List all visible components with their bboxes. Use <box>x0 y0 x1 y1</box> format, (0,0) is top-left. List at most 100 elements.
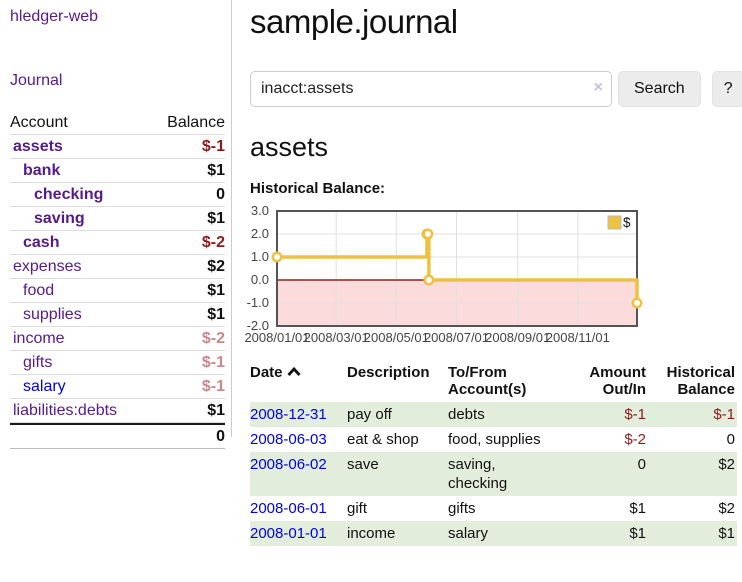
account-balance: $-1 <box>201 138 225 155</box>
account-balance: 0 <box>216 186 225 203</box>
account-heading: assets <box>250 132 329 162</box>
transaction-description: pay off <box>347 406 392 423</box>
transaction-amount: $1 <box>629 500 646 517</box>
main-content: sample.journal × Search ? assets Histori… <box>244 0 742 546</box>
transaction-row: 2008-06-03 eat & shop food, supplies $-2 0 <box>250 427 737 452</box>
transaction-row: 2008-01-01 income salary $1 $1 <box>250 521 737 546</box>
account-balance: $-1 <box>201 354 225 371</box>
account-balance: $2 <box>207 258 225 275</box>
svg-text:2008/01/01: 2008/01/01 <box>244 330 309 345</box>
transaction-balance: $2 <box>718 500 735 517</box>
search-input[interactable] <box>250 71 612 107</box>
column-header-balance: Historical Balance <box>666 364 735 398</box>
account-link[interactable]: income <box>13 330 65 347</box>
account-balance: $1 <box>207 306 225 323</box>
register-table: Date Description To/From Account(s) Amou… <box>250 362 737 546</box>
svg-text:$: $ <box>623 215 631 230</box>
account-link[interactable]: bank <box>23 162 61 179</box>
account-balance: $-1 <box>201 378 225 395</box>
accounts-header-balance: Balance <box>167 114 225 131</box>
account-balance: $1 <box>207 402 225 419</box>
column-header-accounts: To/From Account(s) <box>448 364 527 398</box>
transaction-balance: $-1 <box>713 406 735 423</box>
transaction-date-link[interactable]: 2008-06-01 <box>250 500 327 517</box>
account-balance: $-2 <box>201 234 225 251</box>
transaction-description: income <box>347 525 396 542</box>
account-link[interactable]: liabilities:debts <box>13 402 118 419</box>
svg-text:2.0: 2.0 <box>251 226 269 241</box>
transaction-date-link[interactable]: 2008-06-02 <box>250 456 327 473</box>
transaction-description: save <box>347 456 379 473</box>
chart-title: Historical Balance: <box>250 180 386 197</box>
svg-text:-1.0: -1.0 <box>247 295 269 310</box>
transaction-amount: $-2 <box>624 431 646 448</box>
account-row: gifts $-1 <box>10 351 225 375</box>
balance-chart: 3.0 2.0 1.0 0.0 -1.0 -2.0 2008/01/01 2008/03/01… <box>240 204 742 346</box>
svg-text:2008/11/01: 2008/11/01 <box>546 330 610 345</box>
sort-ascending-icon <box>286 364 301 381</box>
account-row: cash $-2 <box>10 231 225 255</box>
transaction-row: 2008-06-02 save saving, checking 0 $2 <box>250 452 737 496</box>
account-link[interactable]: cash <box>23 234 60 251</box>
transaction-accounts: gifts <box>448 500 476 517</box>
account-link[interactable]: expenses <box>13 258 82 275</box>
account-row: saving $1 <box>10 207 225 231</box>
account-row: food $1 <box>10 279 225 303</box>
column-header-description: Description <box>347 364 430 381</box>
transaction-balance: 0 <box>726 431 735 448</box>
svg-text:-2.0: -2.0 <box>247 318 269 333</box>
account-row: liabilities:debts $1 <box>10 399 225 423</box>
transaction-accounts: debts <box>448 406 485 423</box>
transaction-description: gift <box>347 500 368 517</box>
help-button[interactable]: ? <box>711 71 742 107</box>
transaction-date-link[interactable]: 2008-06-03 <box>250 431 327 448</box>
accounts-header-account: Account <box>10 114 68 131</box>
account-balance: $1 <box>207 210 225 227</box>
transaction-amount: $1 <box>629 525 646 542</box>
svg-text:2008/03/01: 2008/03/01 <box>304 330 369 345</box>
transaction-amount: $-1 <box>624 406 646 423</box>
account-row: expenses $2 <box>10 255 225 279</box>
page-title: sample.journal <box>250 3 458 40</box>
account-link[interactable]: checking <box>34 186 104 203</box>
brand-link[interactable]: hledger-web <box>10 8 99 25</box>
transaction-balance: $2 <box>718 456 735 473</box>
transaction-description: eat & shop <box>347 431 419 448</box>
register-header-row: Date Description To/From Account(s) Amou… <box>250 362 737 402</box>
svg-text:2008/05/01: 2008/05/01 <box>364 330 429 345</box>
account-link[interactable]: food <box>23 282 55 299</box>
svg-text:1.0: 1.0 <box>251 249 269 264</box>
account-link[interactable]: saving <box>34 210 85 227</box>
svg-text:2008/07/01: 2008/07/01 <box>424 330 489 345</box>
sidebar-item-journal[interactable]: Journal <box>10 72 63 89</box>
transaction-date-link[interactable]: 2008-12-31 <box>250 406 327 423</box>
transaction-row: 2008-06-01 gift gifts $1 $2 <box>250 496 737 521</box>
account-link[interactable]: gifts <box>23 354 53 371</box>
account-row: supplies $1 <box>10 303 225 327</box>
transaction-amount: 0 <box>637 456 646 473</box>
account-link[interactable]: supplies <box>23 306 82 323</box>
account-row: bank $1 <box>10 159 225 183</box>
column-header-amount: Amount Out/In <box>589 364 646 398</box>
account-balance: $-2 <box>201 330 225 347</box>
account-row: assets $-1 <box>10 135 225 159</box>
sidebar: hledger-web Journal Account Balance asse… <box>0 0 232 449</box>
search-button[interactable]: Search <box>618 71 701 107</box>
search-form: × Search ? <box>250 71 742 107</box>
account-row: salary $-1 <box>10 375 225 399</box>
account-row: checking 0 <box>10 183 225 207</box>
transaction-accounts: salary <box>448 525 489 542</box>
column-header-date[interactable]: Date <box>250 362 347 402</box>
transaction-balance: $1 <box>718 525 735 542</box>
transaction-date-link[interactable]: 2008-01-01 <box>250 525 327 542</box>
account-link[interactable]: salary <box>23 378 66 395</box>
transaction-accounts: food, supplies <box>448 431 541 448</box>
svg-text:3.0: 3.0 <box>251 204 269 218</box>
accounts-total-row: 0 <box>10 423 225 449</box>
account-row: income $-2 <box>10 327 225 351</box>
accounts-total-value: 0 <box>216 428 225 445</box>
svg-text:2008/09/01: 2008/09/01 <box>485 330 550 345</box>
clear-search-icon[interactable]: × <box>593 79 603 96</box>
account-link[interactable]: assets <box>13 138 63 155</box>
svg-text:0.0: 0.0 <box>251 272 269 287</box>
